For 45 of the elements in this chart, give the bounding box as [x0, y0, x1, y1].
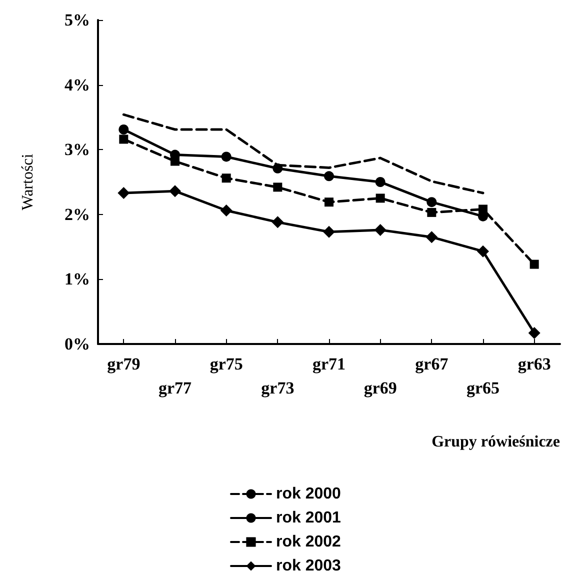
- point: [118, 187, 130, 200]
- y-tick-label: 3%: [64, 140, 90, 160]
- point: [118, 124, 129, 135]
- legend-label: rok 2003: [276, 558, 342, 574]
- y-tick-label: 2%: [64, 204, 90, 224]
- point: [530, 260, 539, 269]
- point: [220, 204, 232, 217]
- point: [323, 226, 335, 238]
- point: [426, 231, 438, 244]
- point: [376, 194, 385, 203]
- point: [477, 245, 489, 258]
- y-axis-title: Wartości: [20, 153, 36, 210]
- x-tick-label: gr79: [107, 354, 140, 374]
- y-tick-label: 1%: [64, 270, 90, 289]
- x-tick-label: gr75: [210, 354, 243, 374]
- legend-label: rok 2002: [276, 534, 342, 550]
- point: [273, 182, 282, 192]
- x-tick-label: gr65: [466, 378, 500, 398]
- y-tick-label: 0%: [64, 334, 90, 354]
- point: [169, 185, 181, 198]
- point: [426, 197, 437, 208]
- x-tick-label: gr69: [364, 378, 397, 398]
- legend-label: rok 2000: [276, 486, 342, 502]
- point: [374, 224, 386, 236]
- y-tick-label: 5%: [64, 10, 90, 30]
- point: [528, 326, 540, 339]
- x-tick-label: gr77: [158, 378, 192, 398]
- point: [375, 177, 386, 187]
- x-tick-label: gr73: [261, 378, 294, 398]
- point: [272, 163, 283, 174]
- x-tick-label: gr71: [312, 354, 346, 374]
- x-axis-title: Grupy rówieśnicze: [432, 434, 560, 450]
- y-tick-label: 4%: [64, 75, 90, 94]
- point: [427, 208, 436, 217]
- point: [119, 134, 128, 144]
- point: [324, 198, 334, 207]
- legend-label: rok 2001: [276, 510, 342, 526]
- point: [272, 216, 284, 228]
- point: [170, 156, 180, 166]
- x-tick-label: gr63: [518, 354, 551, 374]
- point: [324, 171, 334, 182]
- x-tick-label: gr67: [415, 354, 449, 374]
- point: [221, 152, 232, 162]
- point: [478, 204, 488, 214]
- point: [222, 174, 231, 183]
